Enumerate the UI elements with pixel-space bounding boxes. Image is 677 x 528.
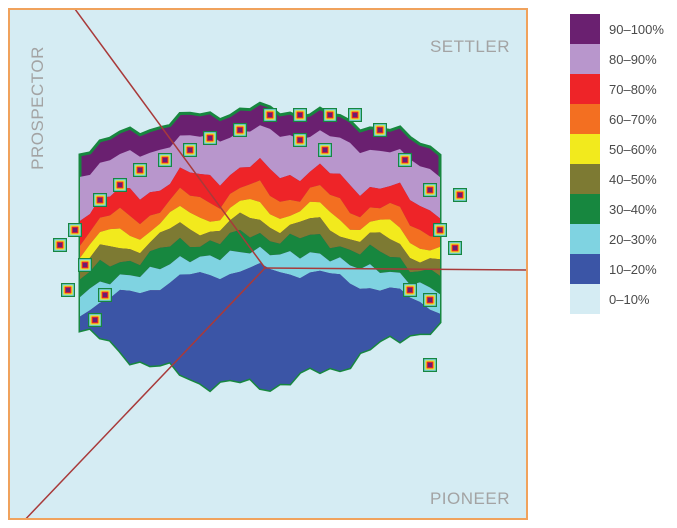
heat-fragment [323, 108, 337, 122]
fragment-ring [452, 245, 458, 251]
legend-label: 40–50% [609, 172, 657, 187]
fragment-ring [82, 262, 88, 268]
legend-label: 30–40% [609, 202, 657, 217]
heat-fragment [113, 178, 127, 192]
fragment-ring [92, 317, 98, 323]
heat-fragment [293, 108, 307, 122]
legend-label: 80–90% [609, 52, 657, 67]
heat-fragment [233, 123, 247, 137]
heat-fragment [448, 241, 462, 255]
heat-fragment [423, 183, 437, 197]
fragment-ring [297, 137, 303, 143]
heat-fragment [183, 143, 197, 157]
heat-fragment [68, 223, 82, 237]
fragment-ring [162, 157, 168, 163]
legend-swatch [570, 164, 600, 194]
legend-label: 0–10% [609, 292, 650, 307]
legend-label: 70–80% [609, 82, 657, 97]
heat-fragment [93, 193, 107, 207]
fragment-ring [427, 187, 433, 193]
heat-band [80, 158, 440, 246]
heatmap-fragments [53, 108, 467, 372]
legend-swatch [570, 44, 600, 74]
fragment-ring [427, 362, 433, 368]
fragment-ring [377, 127, 383, 133]
heat-fragment [373, 123, 387, 137]
fragment-ring [327, 112, 333, 118]
divider-prospector-pioneer [24, 267, 266, 519]
heat-fragment [158, 153, 172, 167]
legend-label: 20–30% [609, 232, 657, 247]
legend-label: 10–20% [609, 262, 657, 277]
fragment-ring [322, 147, 328, 153]
fragment-ring [237, 127, 243, 133]
heat-fragment [293, 133, 307, 147]
heat-fragment [348, 108, 362, 122]
heat-fragment [318, 143, 332, 157]
heat-fragment [453, 188, 467, 202]
heat-band [80, 180, 440, 258]
heat-fragment [423, 293, 437, 307]
heat-fragment [98, 288, 112, 302]
legend-swatch [570, 194, 600, 224]
legend-swatch [570, 74, 600, 104]
heat-fragment [53, 238, 67, 252]
heat-band [80, 199, 440, 267]
heat-band [80, 229, 440, 298]
fragment-ring [352, 112, 358, 118]
fragment-ring [72, 227, 78, 233]
fragment-ring [137, 167, 143, 173]
legend-swatch [570, 134, 600, 164]
fragment-ring [57, 242, 63, 248]
heat-band [80, 263, 440, 391]
legend-swatch [570, 224, 600, 254]
heatmap-bands [78, 101, 442, 393]
fragment-ring [267, 112, 273, 118]
fragment-ring [65, 287, 71, 293]
heat-fragment [88, 313, 102, 327]
heat-fragment [398, 153, 412, 167]
legend-label: 90–100% [609, 22, 664, 37]
legend-label: 60–70% [609, 112, 657, 127]
heat-fragment [263, 108, 277, 122]
heat-fragment [78, 258, 92, 272]
fragment-ring [427, 297, 433, 303]
fragment-ring [437, 227, 443, 233]
heat-fragment [133, 163, 147, 177]
heat-fragment [203, 131, 217, 145]
fragment-ring [407, 287, 413, 293]
plot-frame [8, 8, 528, 520]
fragment-ring [102, 292, 108, 298]
legend-swatch [570, 14, 600, 44]
heat-fragment [423, 358, 437, 372]
fragment-ring [207, 135, 213, 141]
legend-swatch [570, 104, 600, 134]
legend: 90–100% 80–90% 70–80% 60–70% 50–60% 40–5… [570, 14, 664, 314]
region-label-pioneer: PIONEER [430, 489, 510, 508]
fragment-ring [97, 197, 103, 203]
legend-swatch [570, 254, 600, 284]
fragment-ring [457, 192, 463, 198]
legend-label: 50–60% [609, 142, 657, 157]
heat-band [80, 125, 440, 221]
divider-prospector-settler [74, 9, 266, 269]
fragment-ring [402, 157, 408, 163]
region-dividers [24, 9, 527, 519]
heat-fragment [61, 283, 75, 297]
region-label-settler: SETTLER [430, 37, 510, 56]
heat-fragment [433, 223, 447, 237]
region-label-prospector: PROSPECTOR [28, 46, 47, 170]
fragment-ring [187, 147, 193, 153]
fragment-ring [117, 182, 123, 188]
heat-fragment [403, 283, 417, 297]
fragment-ring [297, 112, 303, 118]
divider-settler-pioneer [264, 267, 527, 271]
heat-band [80, 212, 440, 280]
legend-swatch [570, 284, 600, 314]
